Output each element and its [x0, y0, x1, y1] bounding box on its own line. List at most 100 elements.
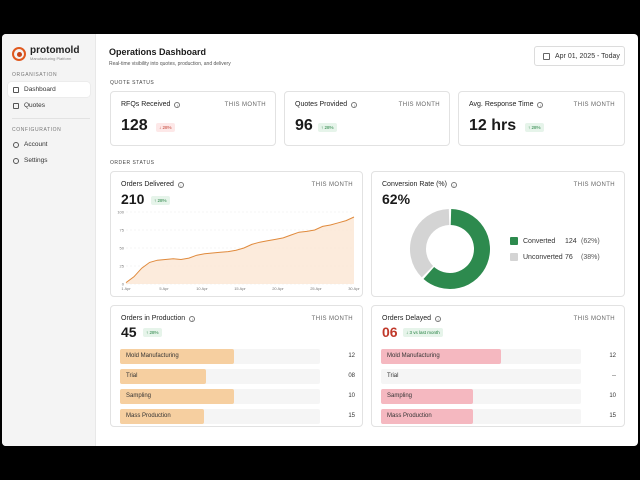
y-tick-label: 25	[120, 264, 125, 269]
info-icon[interactable]: i	[174, 101, 181, 108]
section-quote-status: QUOTE STATUS	[110, 80, 155, 86]
trend-value: 28%	[162, 125, 172, 130]
production-value: 45	[121, 324, 137, 340]
x-tick-label: 10 Apr	[196, 286, 208, 291]
bar-label: Mold Manufacturing	[387, 353, 440, 359]
conversion-rate-value: 62%	[382, 191, 411, 207]
bar-track: Mold Manufacturing	[120, 349, 320, 364]
bar-value: 12	[348, 353, 355, 359]
bar-label: Mold Manufacturing	[126, 353, 179, 359]
legend-count: 124	[565, 237, 577, 245]
orders-delivered-chart: 0 25 50 75 100 1 Apr 5 Apr 10 Apr 15 Apr 20 Apr 25…	[117, 210, 360, 292]
bar-fill	[120, 349, 234, 364]
x-tick-label: 15 Apr	[234, 286, 246, 291]
bar-track: Sampling	[381, 389, 581, 404]
donut-slice-converted	[423, 209, 490, 289]
brand-logo[interactable]: protomold Manufacturing Platform	[12, 46, 79, 62]
trend-badge: ↑ 28%	[143, 328, 162, 337]
kpi-value: 12 hrs	[469, 117, 517, 134]
sidebar-item-settings[interactable]: Settings	[8, 153, 90, 168]
sidebar-item-quotes[interactable]: Quotes	[8, 98, 90, 113]
info-icon[interactable]: i	[537, 101, 544, 108]
card-title: Orders Delayed i	[382, 315, 442, 322]
date-range-label: Apr 01, 2025 - Today	[555, 52, 620, 60]
legend-label: Unconverted	[523, 253, 563, 261]
card-title-text: Conversion Rate (%)	[382, 181, 447, 188]
card-title: Orders Delivered i	[121, 181, 184, 188]
kpi-title-text: Quotes Provided	[295, 101, 348, 108]
trend-value: 28%	[531, 125, 541, 130]
bar-value: 12	[609, 353, 616, 359]
conversion-donut	[410, 209, 490, 289]
info-icon[interactable]: i	[450, 181, 457, 188]
settings-icon	[13, 157, 19, 164]
conversion-rate-card: Conversion Rate (%) i THIS MONTH 62% Conv…	[371, 171, 625, 297]
orders-delayed-card: Orders Delayed i THIS MONTH 06 ↓ 3 vs las…	[371, 305, 625, 427]
trend-value: 28%	[324, 125, 334, 130]
sidebar-item-account[interactable]: Account	[8, 137, 90, 152]
trend-badge: ↑ 28%	[525, 123, 544, 132]
trend-badge: ↓ 3 vs last month	[403, 328, 443, 337]
legend-converted: Converted 124 (62%)	[510, 237, 600, 245]
kpi-period: THIS MONTH	[224, 102, 266, 108]
x-tick-label: 25 Apr	[310, 286, 322, 291]
orders-delivered-value: 210	[121, 191, 145, 207]
legend-label: Converted	[523, 237, 556, 245]
y-tick-label: 75	[120, 228, 125, 233]
y-tick-label: 50	[120, 246, 125, 251]
date-range-picker[interactable]: Apr 01, 2025 - Today	[534, 46, 625, 66]
kpi-period: THIS MONTH	[573, 102, 615, 108]
bar-row: Mold Manufacturing 12	[381, 349, 616, 364]
bar-track: Mold Manufacturing	[381, 349, 581, 364]
kpi-card-quotes: Quotes Provided i THIS MONTH 96 ↑ 28%	[284, 91, 450, 146]
legend-count: 76	[565, 253, 573, 261]
dashboard-icon	[13, 86, 19, 93]
info-icon[interactable]: i	[351, 101, 358, 108]
bar-label: Trial	[126, 373, 138, 379]
bar-fill	[381, 409, 473, 424]
bar-label: Sampling	[126, 393, 152, 399]
bar-label: Mass Production	[126, 413, 171, 419]
kpi-period: THIS MONTH	[398, 102, 440, 108]
kpi-title: Quotes Provided i	[295, 101, 358, 108]
calendar-icon	[543, 52, 550, 60]
info-icon[interactable]: i	[435, 315, 442, 322]
bar-row: Mass Production 15	[120, 409, 355, 424]
bar-value: 15	[609, 413, 616, 419]
gear-logo-icon	[12, 47, 26, 61]
sidebar-item-label: Dashboard	[24, 86, 56, 93]
x-tick-label: 5 Apr	[159, 286, 169, 291]
sidebar-divider	[12, 118, 90, 119]
legend-pct: (38%)	[581, 253, 600, 261]
area-fill	[126, 217, 354, 284]
sidebar-item-dashboard[interactable]: Dashboard	[8, 82, 90, 97]
bar-fill	[381, 349, 501, 364]
bar-row: Mold Manufacturing 12	[120, 349, 355, 364]
bar-fill	[120, 369, 206, 384]
quotes-icon	[13, 102, 19, 109]
sidebar-item-label: Account	[24, 141, 48, 148]
info-icon[interactable]: i	[177, 181, 184, 188]
bar-label: Mass Production	[387, 413, 432, 419]
brand-name: protomold	[30, 45, 80, 56]
bar-track: Mass Production	[381, 409, 581, 424]
y-tick-label: 100	[117, 210, 124, 215]
bar-fill	[120, 409, 204, 424]
y-tick-label: 0	[122, 282, 125, 287]
donut-slice-unconverted	[410, 209, 450, 278]
bar-value: 10	[348, 393, 355, 399]
section-order-status: ORDER STATUS	[110, 160, 155, 166]
card-period: THIS MONTH	[311, 182, 353, 188]
trend-badge: ↓ 28%	[156, 123, 175, 132]
legend-unconverted: Unconverted 76 (38%)	[510, 253, 600, 261]
bar-value: 15	[348, 413, 355, 419]
info-icon[interactable]: i	[189, 315, 196, 322]
sidebar-item-label: Quotes	[24, 102, 45, 109]
kpi-card-rfqs: RFQs Received i THIS MONTH 128 ↓ 28%	[110, 91, 276, 146]
trend-value: 3 vs last month	[409, 330, 440, 335]
kpi-value: 128	[121, 117, 148, 134]
bar-label: Sampling	[387, 393, 413, 399]
bar-row: Trial --	[381, 369, 616, 384]
legend-swatch	[510, 253, 518, 261]
card-period: THIS MONTH	[573, 182, 615, 188]
